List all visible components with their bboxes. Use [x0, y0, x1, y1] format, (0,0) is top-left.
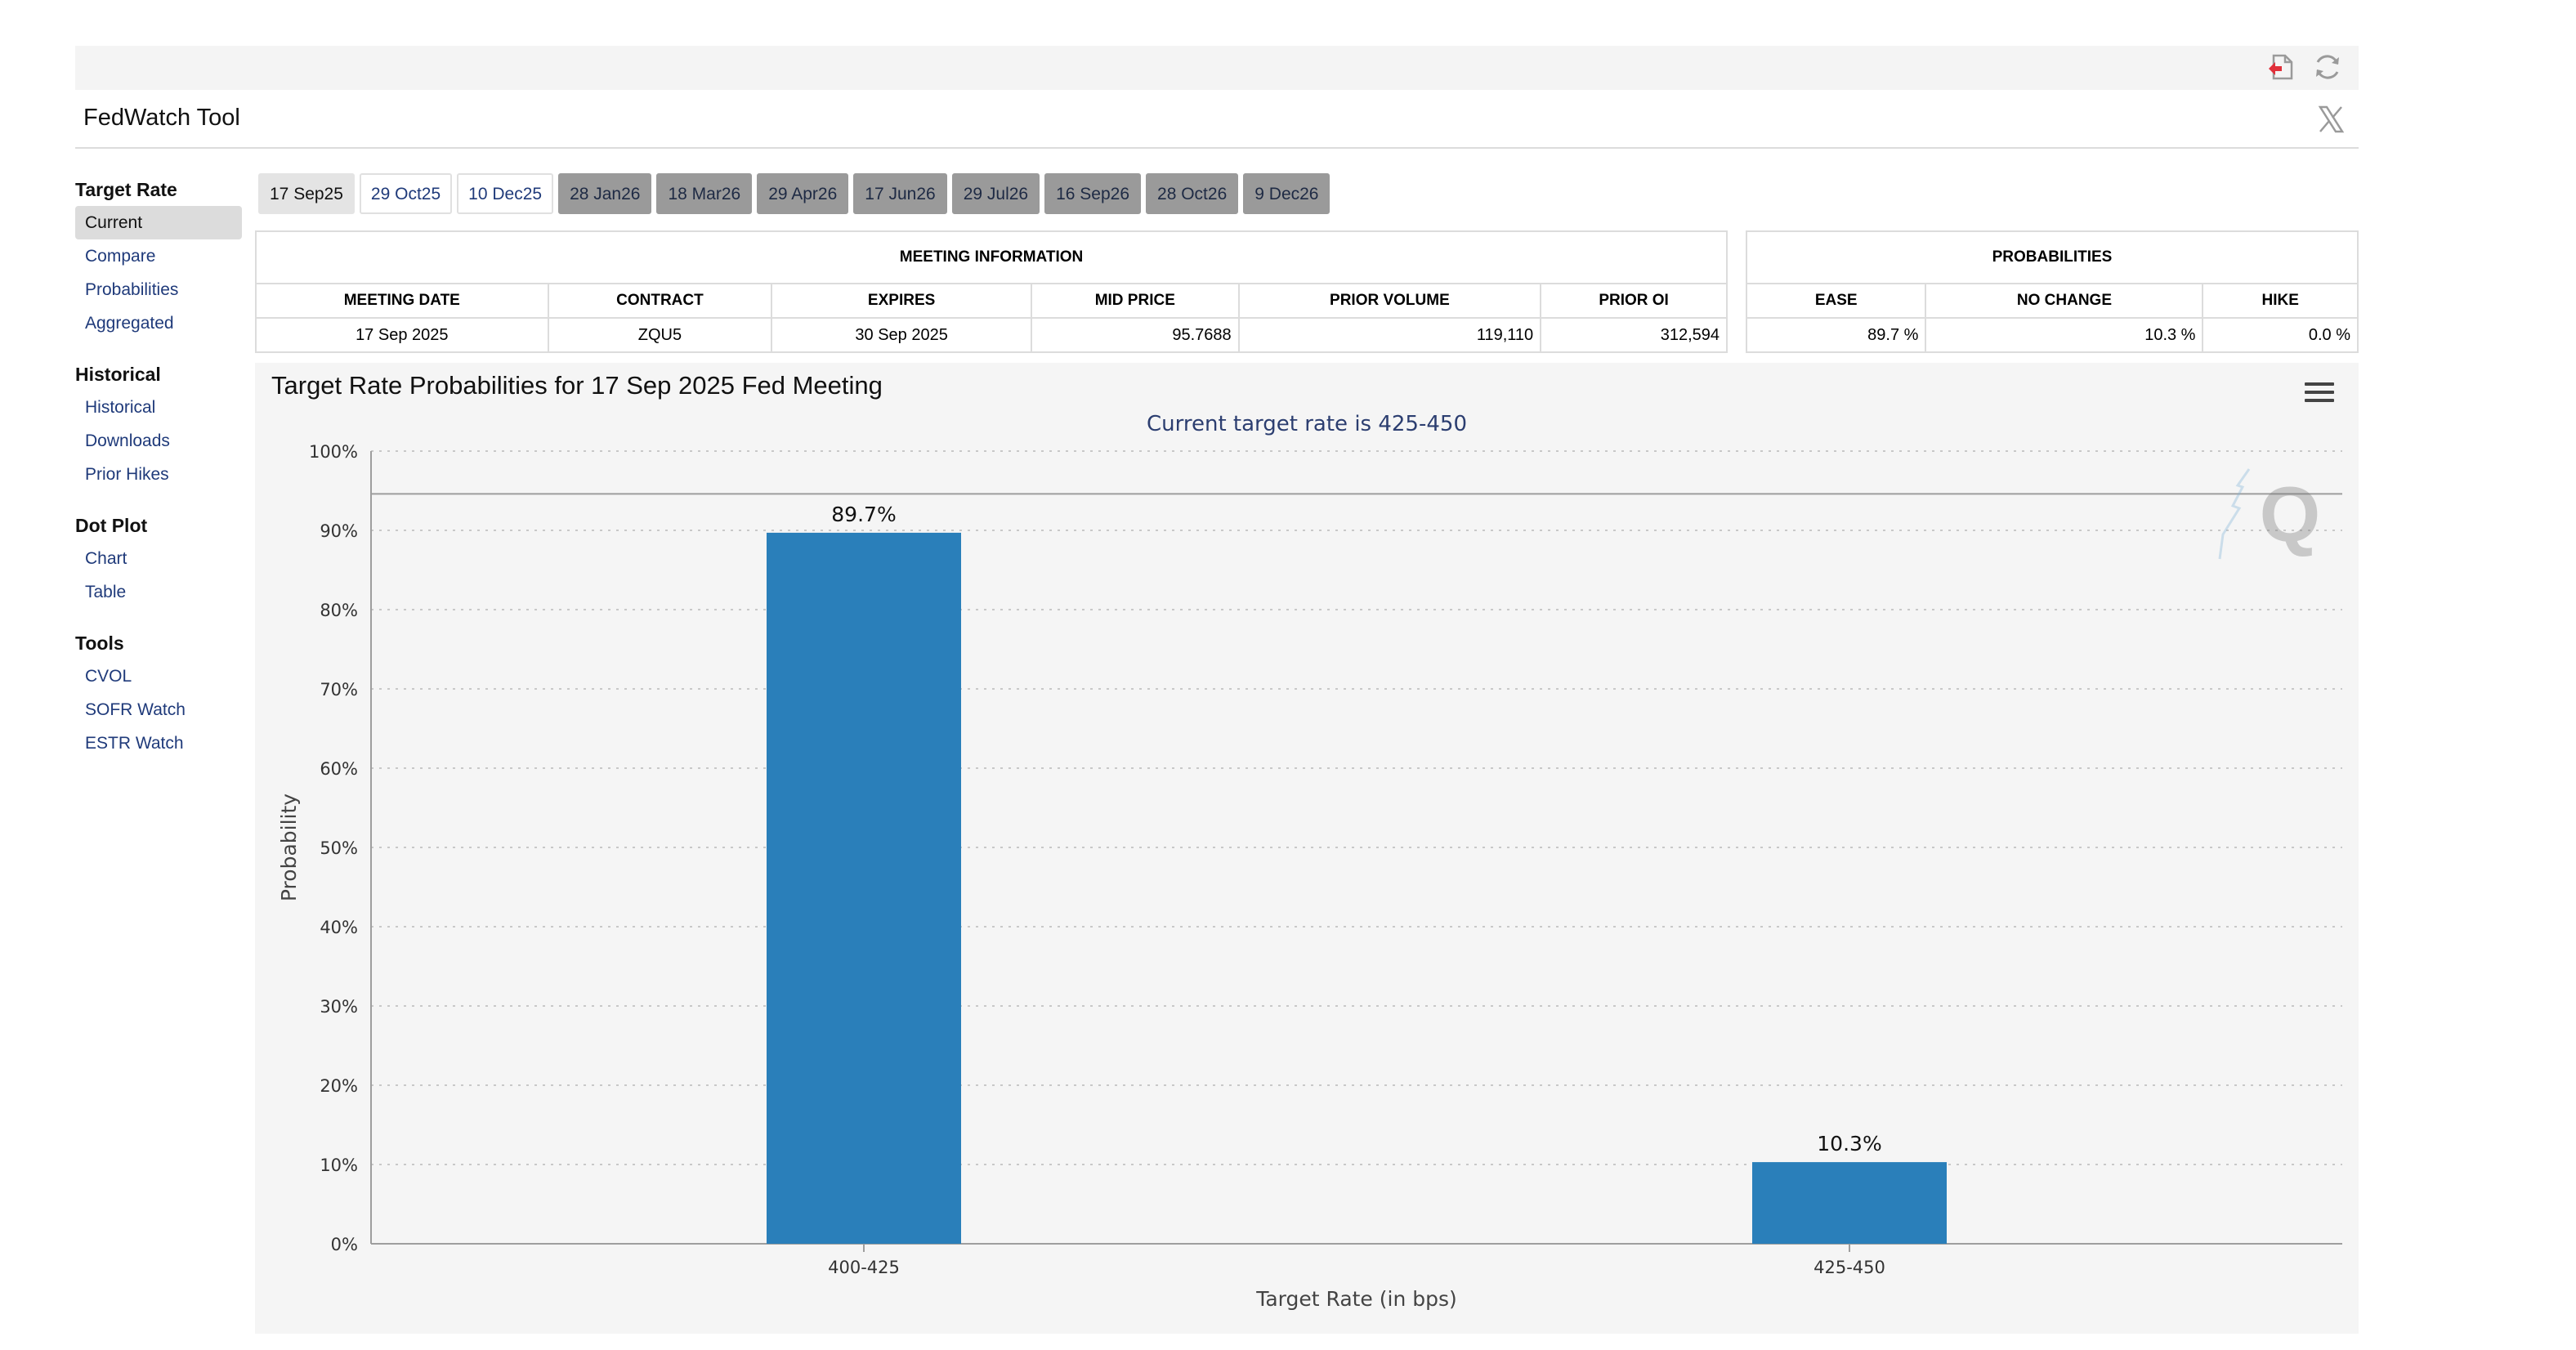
- hike-cell: 0.0 %: [2202, 317, 2359, 353]
- meeting-information-table: MEETING INFORMATION MEETING DATE CONTRAC…: [255, 230, 1728, 353]
- tab-29-apr26[interactable]: 29 Apr26: [757, 173, 849, 214]
- y-tick-label: 50%: [320, 838, 358, 858]
- sidebar-item-sofr-watch[interactable]: SOFR Watch: [85, 700, 186, 719]
- sidebar-group-title: Historical: [75, 364, 161, 385]
- tab-17-sep25[interactable]: 17 Sep25: [258, 173, 355, 214]
- probabilities-table: PROBABILITIES EASE NO CHANGE HIKE 89.7 %…: [1745, 230, 2359, 353]
- svg-text:Q: Q: [2260, 471, 2321, 558]
- no-change-cell: 10.3 %: [1925, 317, 2204, 353]
- sidebar-group: Tools CVOL SOFR Watch ESTR Watch: [75, 627, 242, 760]
- y-tick-label: 90%: [320, 521, 358, 541]
- probability-chart: 0% 10% 20% 30% 40% 50% 60% 70% 80% 90% 100% 89.7% 40…: [277, 442, 2342, 1311]
- tab-28-jan26[interactable]: 28 Jan26: [558, 173, 652, 214]
- q-watermark-icon: Q: [2218, 468, 2321, 560]
- chart-title: Target Rate Probabilities for 17 Sep 202…: [271, 371, 883, 400]
- probabilities-heading: PROBABILITIES: [1746, 230, 2359, 284]
- ease-cell: 89.7 %: [1745, 317, 1927, 353]
- sidebar-item-prior-hikes[interactable]: Prior Hikes: [85, 465, 169, 484]
- tab-16-sep26[interactable]: 16 Sep26: [1044, 173, 1142, 214]
- sidebar-item-aggregated[interactable]: Aggregated: [85, 314, 174, 333]
- y-tick-label: 70%: [320, 680, 358, 700]
- app-title: FedWatch Tool: [83, 105, 240, 131]
- sidebar-item-probabilities[interactable]: Probabilities: [85, 280, 179, 299]
- sidebar-item-downloads[interactable]: Downloads: [85, 431, 170, 450]
- meeting-tabs: 17 Sep25 29 Oct25 10 Dec25 28 Jan26 18 Mar26…: [258, 173, 1335, 214]
- sidebar-item-cvol[interactable]: CVOL: [85, 667, 132, 686]
- tab-29-jul26[interactable]: 29 Jul26: [951, 173, 1040, 214]
- column-header: CONTRACT: [547, 283, 773, 319]
- sidebar-item-compare[interactable]: Compare: [85, 247, 156, 266]
- sidebar-item-chart[interactable]: Chart: [85, 549, 127, 568]
- hamburger-menu-icon[interactable]: [2305, 382, 2334, 407]
- column-header: MID PRICE: [1030, 283, 1240, 319]
- x-tick-label: 400-425: [828, 1258, 900, 1277]
- column-header: PRIOR OI: [1540, 283, 1728, 319]
- sidebar-item-table[interactable]: Table: [85, 583, 127, 601]
- y-tick-label: 0%: [331, 1235, 358, 1254]
- column-header: EXPIRES: [771, 283, 1032, 319]
- mid-price-cell: 95.7688: [1030, 317, 1240, 353]
- title-bar: FedWatch Tool: [75, 90, 2359, 149]
- sidebar-item-current[interactable]: Current: [75, 206, 242, 239]
- x-axis-title: Target Rate (in bps): [1255, 1287, 1457, 1311]
- column-header: EASE: [1745, 283, 1927, 319]
- table-row: 17 Sep 2025 ZQU5 30 Sep 2025 95.7688 119…: [255, 317, 1728, 353]
- y-tick-label: 40%: [320, 918, 358, 937]
- y-tick-label: 60%: [320, 759, 358, 779]
- sidebar-nav: Target Rate Current Compare Probabilities Ag…: [75, 173, 242, 778]
- chart-panel: 0% 10% 20% 30% 40% 50% 60% 70% 80% 90% 100% 89.7% 40…: [255, 363, 2359, 1334]
- column-header: PRIOR VOLUME: [1237, 283, 1542, 319]
- bar-data-label: 10.3%: [1817, 1132, 1881, 1156]
- column-header: NO CHANGE: [1925, 283, 2204, 319]
- meeting-date-cell: 17 Sep 2025: [255, 317, 549, 353]
- sidebar-group: Dot Plot Chart Table: [75, 509, 242, 609]
- sidebar-group-title: Tools: [75, 633, 124, 654]
- sidebar-group: Target Rate Current Compare Probabilities Ag…: [75, 173, 242, 340]
- sidebar-group-title: Target Rate: [75, 179, 177, 200]
- column-header: MEETING DATE: [255, 283, 549, 319]
- top-toolbar: [75, 46, 2359, 90]
- y-axis-title: Probability: [277, 793, 301, 901]
- y-tick-label: 20%: [320, 1076, 358, 1096]
- column-header: HIKE: [2202, 283, 2359, 319]
- sidebar-group-title: Dot Plot: [75, 515, 148, 536]
- meeting-information-heading: MEETING INFORMATION: [255, 230, 1728, 284]
- y-tick-label: 80%: [320, 601, 358, 620]
- y-tick-label: 100%: [309, 442, 358, 462]
- pdf-export-icon[interactable]: [2265, 51, 2298, 83]
- prior-oi-cell: 312,594: [1540, 317, 1728, 353]
- tab-9-dec26[interactable]: 9 Dec26: [1243, 173, 1330, 214]
- tab-17-jun26[interactable]: 17 Jun26: [853, 173, 947, 214]
- tab-18-mar26[interactable]: 18 Mar26: [656, 173, 753, 214]
- x-tick-label: 425-450: [1813, 1258, 1885, 1277]
- sidebar-item-historical[interactable]: Historical: [85, 398, 156, 417]
- sidebar-group: Historical Historical Downloads Prior Hikes: [75, 358, 242, 491]
- bar-data-label: 89.7%: [831, 503, 896, 526]
- chart-subtitle: Current target rate is 425-450: [1147, 412, 1467, 436]
- expires-cell: 30 Sep 2025: [771, 317, 1032, 353]
- y-tick-label: 30%: [320, 997, 358, 1017]
- y-tick-label: 10%: [320, 1156, 358, 1175]
- contract-cell: ZQU5: [547, 317, 773, 353]
- tab-10-dec25[interactable]: 10 Dec25: [457, 173, 554, 214]
- refresh-icon[interactable]: [2311, 51, 2344, 83]
- tab-29-oct25[interactable]: 29 Oct25: [359, 173, 453, 214]
- tab-28-oct26[interactable]: 28 Oct26: [1146, 173, 1239, 214]
- x-logo-icon[interactable]: [2314, 103, 2347, 136]
- bar-400-425: [767, 532, 961, 1244]
- sidebar-item-estr-watch[interactable]: ESTR Watch: [85, 734, 184, 753]
- table-row: 89.7 % 10.3 % 0.0 %: [1745, 317, 2359, 353]
- bar-425-450: [1752, 1162, 1947, 1244]
- prior-volume-cell: 119,110: [1237, 317, 1542, 353]
